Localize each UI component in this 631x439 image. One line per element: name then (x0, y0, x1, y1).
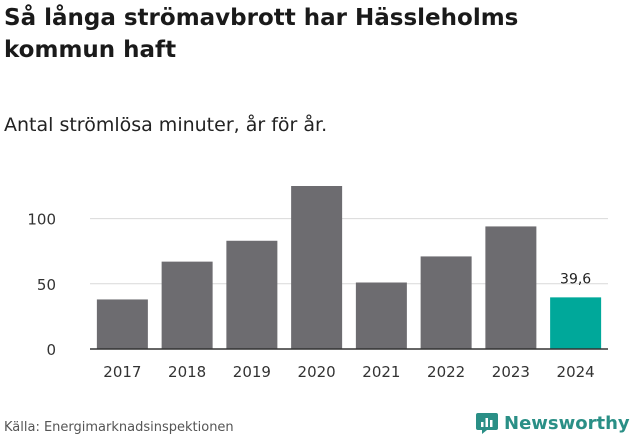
bar-2017 (96, 299, 148, 349)
y-tick-label-0: 0 (46, 341, 56, 359)
y-tick-label-50: 50 (37, 276, 56, 294)
x-tick-label-2023: 2023 (492, 363, 530, 381)
x-tick-label-2024: 2024 (557, 363, 595, 381)
chart-title: Så långa strömavbrott har Hässleholms ko… (4, 5, 519, 63)
bar-2023 (485, 226, 537, 349)
bar-2019 (226, 240, 278, 349)
bar-2024 (550, 297, 602, 349)
newsworthy-logo-icon (476, 413, 498, 434)
source-note: Källa: Energimarknadsinspektionen (4, 420, 234, 435)
x-tick-label-2020: 2020 (298, 363, 336, 381)
data-label-2024: 39,6 (560, 271, 591, 287)
x-tick-label-2019: 2019 (233, 363, 271, 381)
bar-2018 (161, 261, 213, 349)
bar-2022 (420, 256, 472, 349)
x-tick-label-2018: 2018 (168, 363, 206, 381)
brand-name: Newsworthy (504, 412, 630, 434)
bar-chart: 0 50 100 2017 2018 2019 2020 2021 2022 2023 2024 3… (27, 186, 608, 381)
brand-logo: Newsworthy (476, 408, 630, 438)
x-tick-label-2022: 2022 (427, 363, 465, 381)
chart-subtitle: Antal strömlösa minuter, år för år. (4, 114, 328, 136)
bar-2020 (291, 186, 343, 349)
x-tick-label-2017: 2017 (103, 363, 141, 381)
bar-2021 (355, 282, 407, 349)
x-tick-label-2021: 2021 (362, 363, 400, 381)
y-tick-label-100: 100 (27, 211, 56, 229)
